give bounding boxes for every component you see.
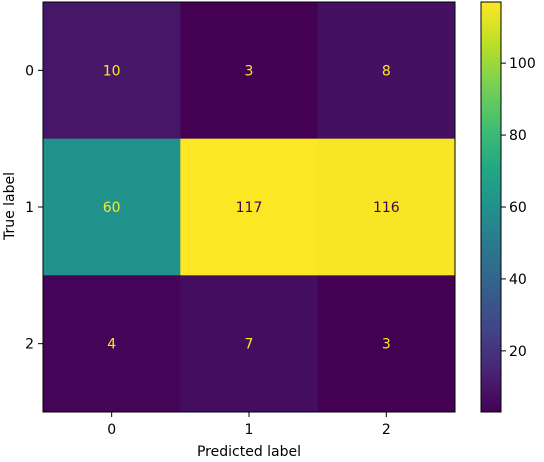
cell-value-label: 3 xyxy=(382,337,391,353)
colorbar-tick-label: 40 xyxy=(509,272,527,288)
x-tick-label: 0 xyxy=(107,422,116,438)
heatmap-cell xyxy=(43,138,181,276)
heatmap-cell xyxy=(317,2,456,140)
x-tick-label: 1 xyxy=(245,422,254,438)
x-axis-label: Predicted label xyxy=(197,444,301,458)
cell-value-label: 116 xyxy=(373,200,400,216)
cell-value-label: 7 xyxy=(245,337,254,353)
y-tick-label: 2 xyxy=(25,337,34,353)
heatmap-cell xyxy=(43,275,181,413)
heatmap-cell xyxy=(180,138,319,276)
cell-value-label: 4 xyxy=(107,337,116,353)
colorbar-tick-label: 20 xyxy=(509,344,527,360)
cell-value-label: 60 xyxy=(103,200,121,216)
y-tick-label: 1 xyxy=(25,200,34,216)
cell-value-label: 117 xyxy=(236,200,263,216)
heatmap-cell xyxy=(180,2,319,140)
cell-value-label: 8 xyxy=(382,63,391,79)
heatmap-cell xyxy=(43,2,181,140)
y-tick-label: 0 xyxy=(25,63,34,79)
x-tick-label: 2 xyxy=(382,422,391,438)
heatmap-cell xyxy=(180,275,319,413)
colorbar-tick-label: 80 xyxy=(509,128,527,144)
axes: 0 1 2 0 1 2 xyxy=(25,1,456,438)
colorbar: 20 40 60 80 100 xyxy=(480,1,536,413)
heatmap-cells xyxy=(43,2,456,413)
colorbar-gradient xyxy=(481,2,501,412)
heatmap-cell xyxy=(317,275,456,413)
cell-value-label: 3 xyxy=(245,63,254,79)
cell-value-label: 10 xyxy=(103,63,121,79)
cell-annotations: 10 3 8 60 117 116 4 7 3 xyxy=(103,63,400,352)
colorbar-tick-label: 100 xyxy=(509,56,536,72)
colorbar-tick-label: 60 xyxy=(509,200,527,216)
heatmap-cell xyxy=(317,138,456,276)
y-axis-label: True label xyxy=(2,172,18,241)
